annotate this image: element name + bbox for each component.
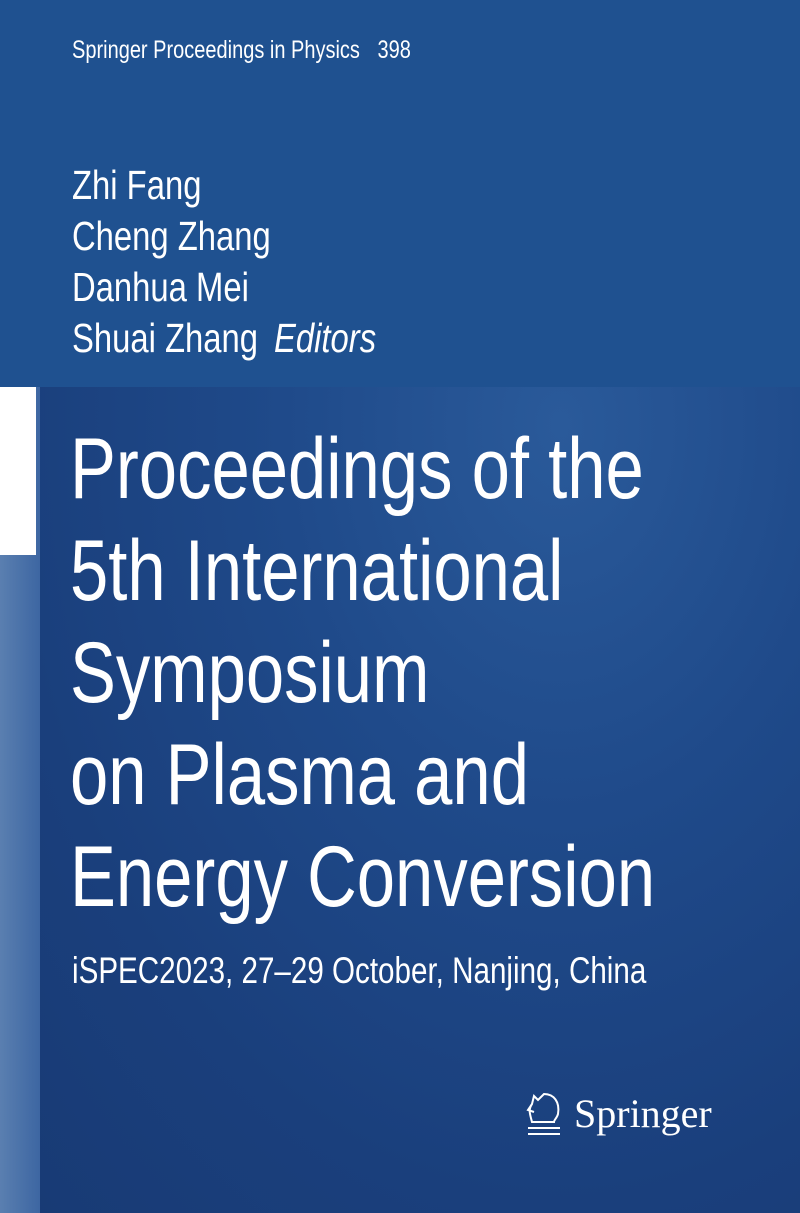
publisher-name: Springer xyxy=(574,1090,712,1136)
book-title: Proceedings of the 5th International Sym… xyxy=(70,418,655,928)
editors-role: Editors xyxy=(274,315,377,361)
title-line: on Plasma and xyxy=(70,727,529,823)
publisher-logo: Springer xyxy=(524,1088,712,1138)
title-line: 5th International xyxy=(70,523,564,619)
subtitle: iSPEC2023, 27–29 October, Nanjing, China xyxy=(72,950,647,991)
top-band xyxy=(0,0,800,387)
editor-name: Zhi Fang xyxy=(72,162,202,208)
series-name: Springer Proceedings in Physics xyxy=(72,36,360,64)
editor-name: Cheng Zhang xyxy=(72,213,271,259)
title-line: Symposium xyxy=(70,625,430,721)
series-line: Springer Proceedings in Physics 398 xyxy=(72,36,411,65)
knight-chess-horse-icon xyxy=(526,1092,560,1135)
white-tab xyxy=(0,387,36,555)
title-line: Proceedings of the xyxy=(70,421,644,517)
title-line: Energy Conversion xyxy=(70,829,656,925)
editors: Zhi Fang Cheng Zhang Danhua Mei Shuai Zh… xyxy=(72,160,376,364)
editor-name: Shuai Zhang xyxy=(72,315,259,361)
series-volume: 398 xyxy=(377,36,411,64)
editor-name: Danhua Mei xyxy=(72,264,249,310)
